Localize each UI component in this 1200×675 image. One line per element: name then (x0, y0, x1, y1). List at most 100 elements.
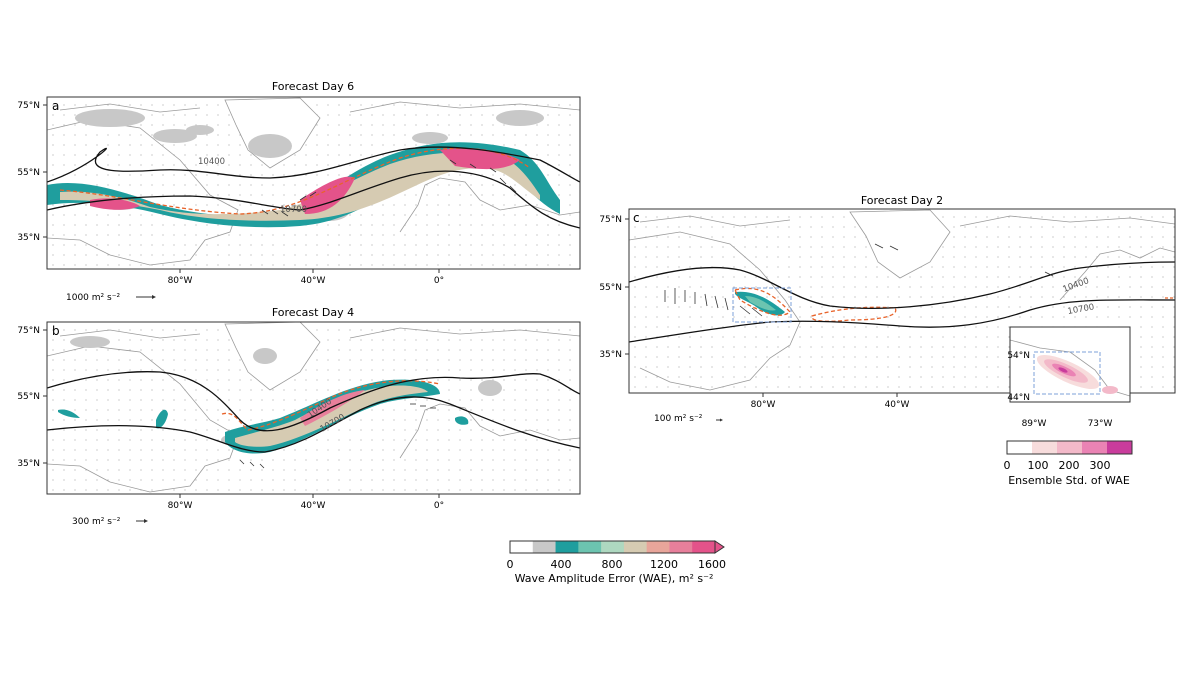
colorbar-main-segment (646, 541, 670, 553)
panel-b-wae-max (300, 390, 365, 426)
panel-b-arrow-scale-label: 300 m² s⁻² (72, 517, 121, 527)
colorbar-main-tick-0: 0 (507, 558, 514, 571)
colorbar-main-tick-800: 800 (602, 558, 623, 571)
panel-c: Forecast Day 2 (599, 194, 1176, 429)
colorbar-std-segment (1057, 441, 1083, 454)
panel-c-north-america-coast (629, 231, 801, 391)
panel-a-lat-35n: 35°N (17, 233, 40, 243)
colorbar-std-frame (1006, 440, 1133, 455)
colorbar-main-segment (532, 541, 557, 553)
panel-b-dashed-contour (221, 380, 441, 431)
panel-c-letter: c (633, 211, 640, 225)
panel-b-lat-35n: 35°N (17, 459, 40, 469)
panel-b-wae-small-2 (156, 409, 168, 429)
panel-a-arrow-scale: 1000 m² s⁻² (66, 293, 156, 303)
panel-a-arctic-coast (59, 101, 580, 113)
panel-b-lat-55n: 55°N (17, 392, 40, 402)
inset-map (1010, 339, 1130, 397)
panel-c-contour-10700 (629, 299, 1175, 343)
panel-b-arrow-scale: 300 m² s⁻² (72, 517, 148, 527)
colorbar-main-segment (623, 541, 648, 553)
panel-c-contour-label-10700: 10700 (1067, 302, 1095, 317)
colorbar-main-segment (510, 541, 534, 553)
colorbar-main-segment (669, 541, 693, 553)
inset-lon-labels: 89°W 73°W (1022, 419, 1113, 429)
panel-c-dashed-contour-1 (734, 287, 791, 316)
panel-c-map (629, 209, 1175, 391)
panel-a-contour-label-10700: 10700 (280, 205, 307, 215)
colorbar-main-label: Wave Amplitude Error (WAE), m² s⁻² (515, 572, 714, 585)
inset-region-box (1033, 351, 1101, 395)
panel-b-lon-80w: 80°W (168, 501, 193, 511)
panel-b-lon-labels: 80°W 40°W 0° (168, 494, 444, 511)
panel-c-lon-labels: 80°W 40°W (751, 393, 910, 410)
colorbar-std: 0 100 200 300 Ensemble Std. of WAE (1004, 440, 1133, 487)
panel-b-europe-coast (399, 403, 580, 459)
panel-c-contour-labels: 10400 10700 (1062, 276, 1096, 317)
panel-a-wae-band-inner (60, 152, 540, 221)
colorbar-main-tick-1200: 1200 (650, 558, 678, 571)
panel-c-greenland-land (849, 209, 951, 279)
panel-a-arrow-scale-head-icon (152, 295, 156, 299)
colorbar-std-segment (1082, 441, 1108, 454)
panel-a-lon-40w: 40°W (301, 276, 326, 286)
panel-a-north-america-coast (47, 119, 239, 266)
panel-c-frame (628, 208, 1176, 394)
colorbar-main: 0 400 800 1200 1600 Wave Amplitude Error… (507, 540, 727, 585)
panel-a-lon-80w: 80°W (168, 276, 193, 286)
panel-b-lon-40w: 40°W (301, 501, 326, 511)
panel-c-inset-region-box (732, 287, 792, 323)
inset-std-patch (1102, 386, 1118, 394)
panel-b-map (47, 322, 580, 493)
inset-frame (1009, 326, 1131, 403)
panel-c-inset: 54°N 44°N 89°W 73°W (1007, 326, 1131, 429)
panel-c-contour-label-10400: 10400 (1062, 276, 1091, 295)
panel-a-lat-55n: 55°N (17, 168, 40, 178)
panel-b-arrow-scale-head-icon (144, 519, 148, 523)
colorbar-std-tick-200: 200 (1059, 459, 1080, 472)
inset-lon-73w: 73°W (1088, 419, 1113, 429)
panel-c-flux-arrows (664, 243, 1054, 317)
colorbar-main-segment (692, 541, 716, 553)
inset-lon-89w: 89°W (1022, 419, 1047, 429)
panel-c-arctic-coast (639, 215, 1175, 227)
panel-a: Forecast Day 6 (17, 80, 581, 303)
panel-a-lon-labels: 80°W 40°W 0° (168, 269, 444, 286)
colorbar-main-segment (555, 541, 579, 553)
panel-a-contour-10700 (47, 170, 580, 229)
panel-c-title: Forecast Day 2 (861, 194, 943, 207)
colorbar-std-label: Ensemble Std. of WAE (1008, 474, 1130, 487)
colorbar-std-tick-300: 300 (1090, 459, 1111, 472)
panel-c-wae-band-inner (745, 296, 776, 311)
colorbar-main-segment (578, 541, 602, 553)
inset-lat-labels: 54°N 44°N (1007, 351, 1030, 403)
panel-b-flux-arrows (239, 403, 436, 469)
colorbar-main-tick-1600: 1600 (698, 558, 726, 571)
panel-a-greenland-land (224, 97, 321, 169)
panel-b-north-america-coast (47, 345, 239, 493)
panel-c-lat-35n: 35°N (599, 350, 622, 360)
panel-a-lat-75n: 75°N (17, 101, 40, 111)
panel-c-dashed-contour-2 (811, 306, 897, 322)
panel-a-flux-arrows (261, 159, 517, 217)
colorbar-std-tick-0: 0 (1004, 459, 1011, 472)
panel-a-lon-0: 0° (434, 276, 444, 286)
panel-b-wae-small-3 (455, 416, 469, 425)
panel-b-contour-10400 (47, 371, 580, 432)
inset-lat-44n: 44°N (1007, 393, 1030, 403)
panel-c-arrow-scale-head-icon (720, 418, 723, 422)
panel-a-wae-max-3 (440, 148, 520, 170)
panel-c-lon-40w: 40°W (885, 400, 910, 410)
colorbar-std-tick-100: 100 (1028, 459, 1049, 472)
panel-b-wae-band-inner (235, 385, 428, 447)
colorbar-main-segments (510, 541, 716, 553)
panel-b-contour-10700 (47, 396, 580, 453)
panel-b-lat-labels: 75°N 55°N 35°N (17, 326, 47, 469)
panel-c-grid-dots (634, 216, 1175, 388)
panel-a-wae-max-2 (300, 176, 355, 214)
panel-b-lon-0: 0° (434, 501, 444, 511)
colorbar-std-segment (1007, 441, 1033, 454)
panel-a-contour-10400 (47, 146, 580, 183)
colorbar-main-ticks: 0 400 800 1200 1600 (507, 558, 727, 571)
